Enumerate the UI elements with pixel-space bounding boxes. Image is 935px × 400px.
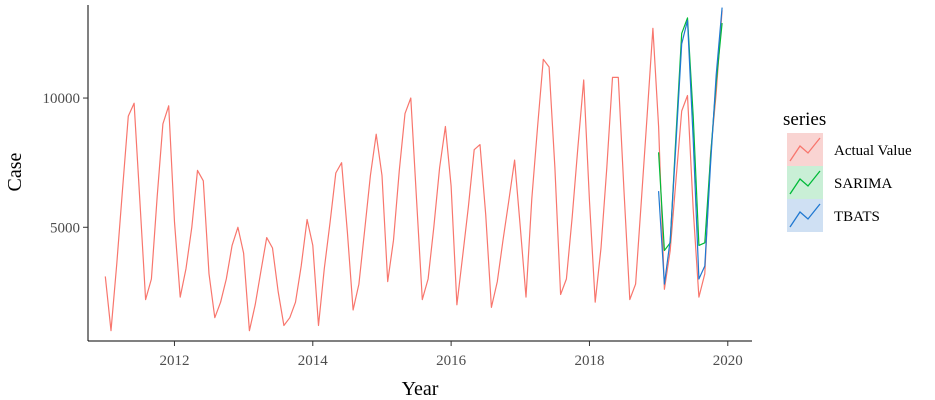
x-tick-label: 2020: [713, 353, 743, 369]
legend-key-line-tbats: [789, 203, 821, 228]
series-line-actual-value: [104, 10, 723, 332]
legend-label-tbats: TBATS: [834, 209, 880, 225]
legend-key-tbats: [787, 199, 823, 232]
x-tick-label: 2012: [159, 353, 189, 369]
plot-area: [104, 7, 723, 332]
y-tick-label: 10000: [43, 91, 81, 107]
x-tick-label: 2014: [298, 353, 329, 369]
x-tick-label: 2016: [436, 353, 467, 369]
series-line-tbats: [658, 7, 723, 285]
y-tick-label: 5000: [50, 220, 80, 236]
axes: [87, 5, 752, 342]
y-ticks: 5000 10000: [43, 91, 88, 236]
x-tick-label: 2018: [574, 353, 604, 369]
legend-key-actual-value: [787, 133, 823, 166]
x-axis-title: Year: [402, 378, 439, 400]
legend-key-sarima: [787, 166, 823, 199]
legend-key-line-sarima: [789, 170, 821, 195]
legend-key-line-actual-value: [789, 137, 821, 162]
legend-title: series: [783, 109, 826, 130]
y-axis-title: Case: [4, 152, 26, 191]
legend-label-actual-value: Actual Value: [834, 143, 912, 159]
legend: series Actual Value SARIMA TBATS: [783, 109, 912, 232]
legend-label-sarima: SARIMA: [834, 176, 893, 192]
x-ticks: 2012 2014 2016 2018 2020: [159, 341, 743, 369]
